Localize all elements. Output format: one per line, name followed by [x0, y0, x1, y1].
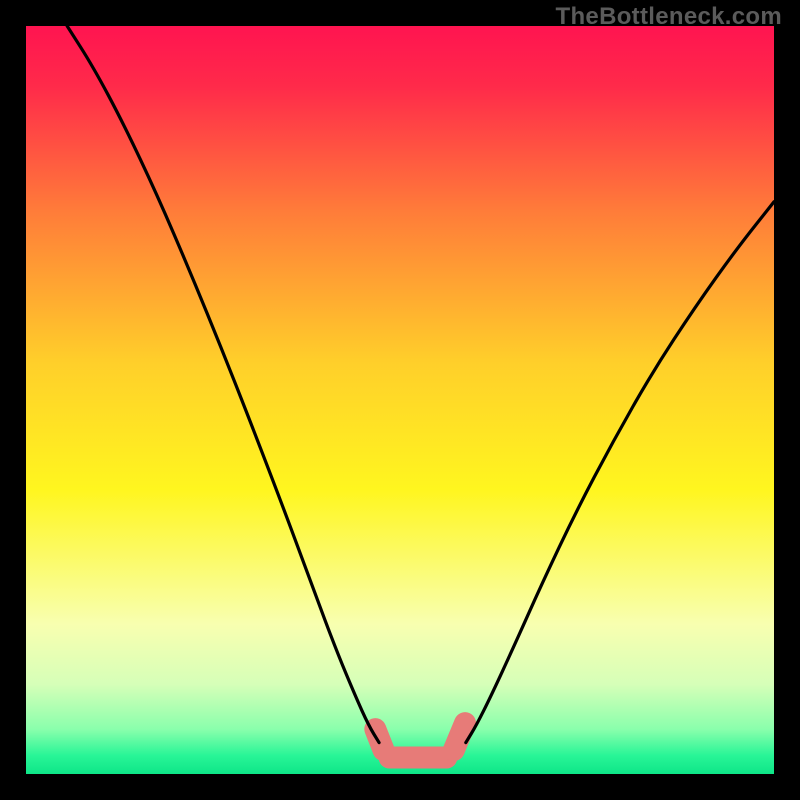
plot-area — [26, 26, 774, 774]
curve-svg — [26, 26, 774, 774]
watermark-text: TheBottleneck.com — [556, 3, 782, 31]
left-branch-curve — [67, 26, 379, 743]
highlight-segment — [454, 723, 465, 750]
right-branch-curve — [466, 202, 774, 743]
